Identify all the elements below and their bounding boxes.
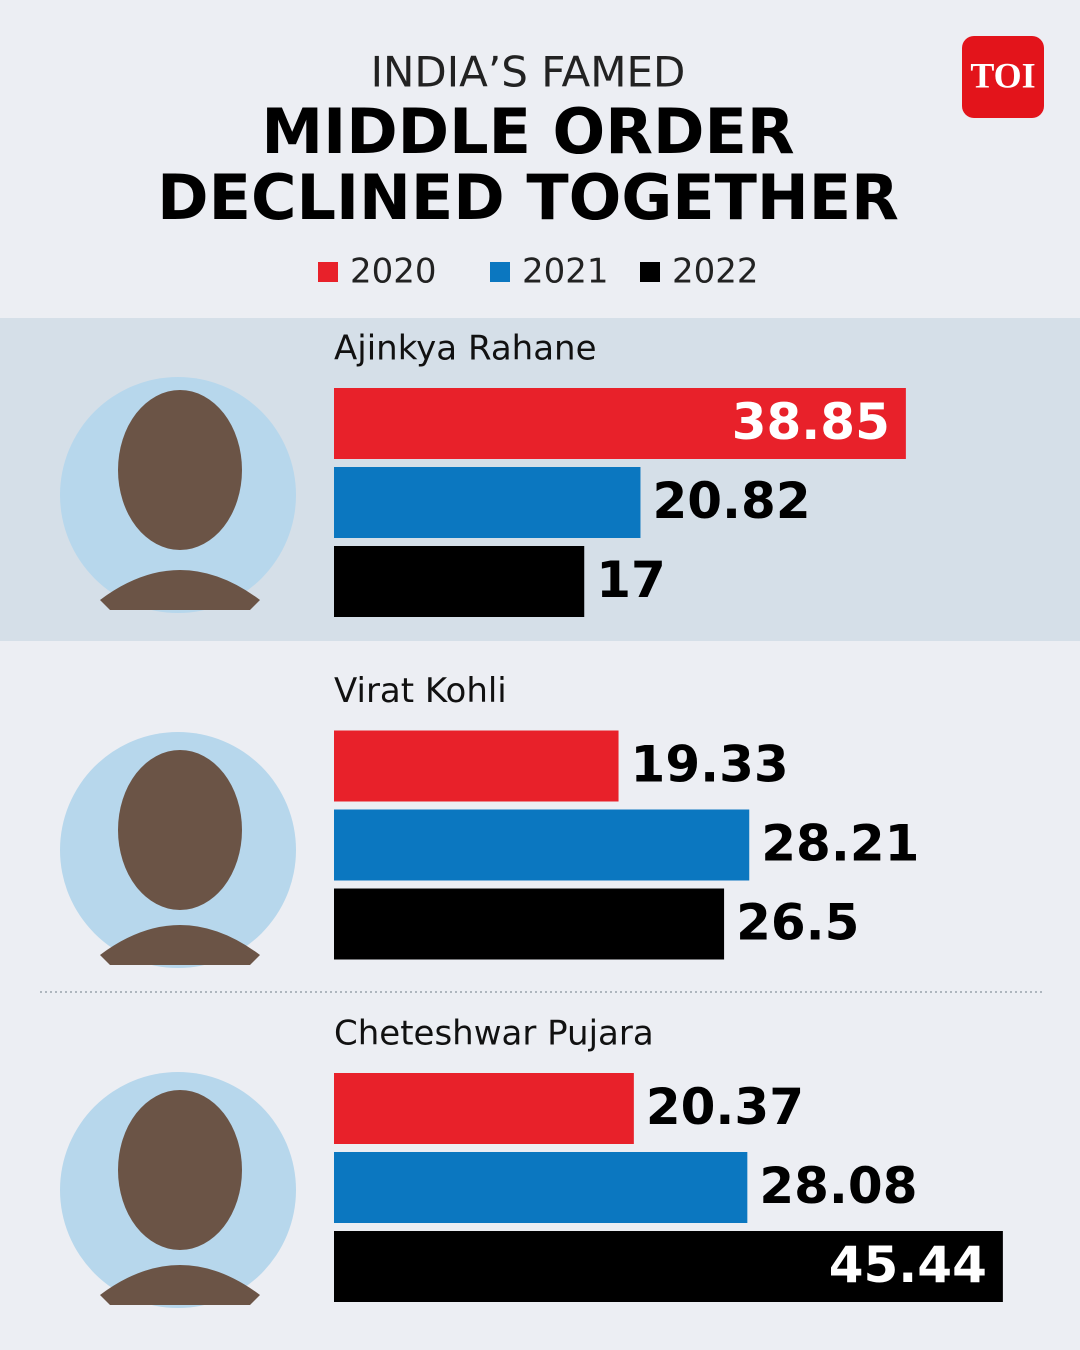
- legend-label: 2020: [350, 252, 437, 292]
- value-label: 26.5: [736, 894, 859, 952]
- title: MIDDLE ORDER: [261, 95, 794, 168]
- bar: [334, 1073, 634, 1144]
- bar: [334, 1152, 748, 1223]
- logo-box: [962, 36, 1044, 118]
- bar: [334, 546, 585, 617]
- value-label: 20.37: [646, 1078, 804, 1136]
- portraits: [60, 377, 296, 1308]
- silhouettes: [100, 390, 260, 1305]
- legend-swatch: [318, 262, 338, 282]
- logo: TOI: [970, 55, 1035, 95]
- kicker: INDIA’S FAMED: [371, 48, 686, 97]
- legend-label: 2021: [522, 252, 609, 292]
- bar: [334, 1231, 1003, 1302]
- player-name: Cheteshwar Pujara: [334, 1014, 654, 1054]
- legend-swatch: [640, 262, 660, 282]
- value-label: 28.08: [759, 1157, 917, 1215]
- player-name: Virat Kohli: [334, 671, 507, 711]
- value-label: 28.21: [761, 815, 919, 873]
- value-label: 45.44: [829, 1236, 987, 1294]
- player-name: Ajinkya Rahane: [334, 329, 597, 369]
- value-label: 17: [596, 551, 666, 609]
- bar: [334, 467, 641, 538]
- legend-label: 2022: [672, 252, 759, 292]
- value-label: 38.85: [732, 393, 890, 451]
- value-label: 20.82: [652, 472, 810, 530]
- bar: [334, 888, 725, 960]
- bar: [334, 388, 906, 459]
- legend-swatch: [490, 262, 510, 282]
- title: DECLINED TOGETHER: [157, 161, 899, 234]
- bar: [334, 730, 619, 802]
- bar: [334, 809, 750, 881]
- value-label: 19.33: [631, 736, 789, 794]
